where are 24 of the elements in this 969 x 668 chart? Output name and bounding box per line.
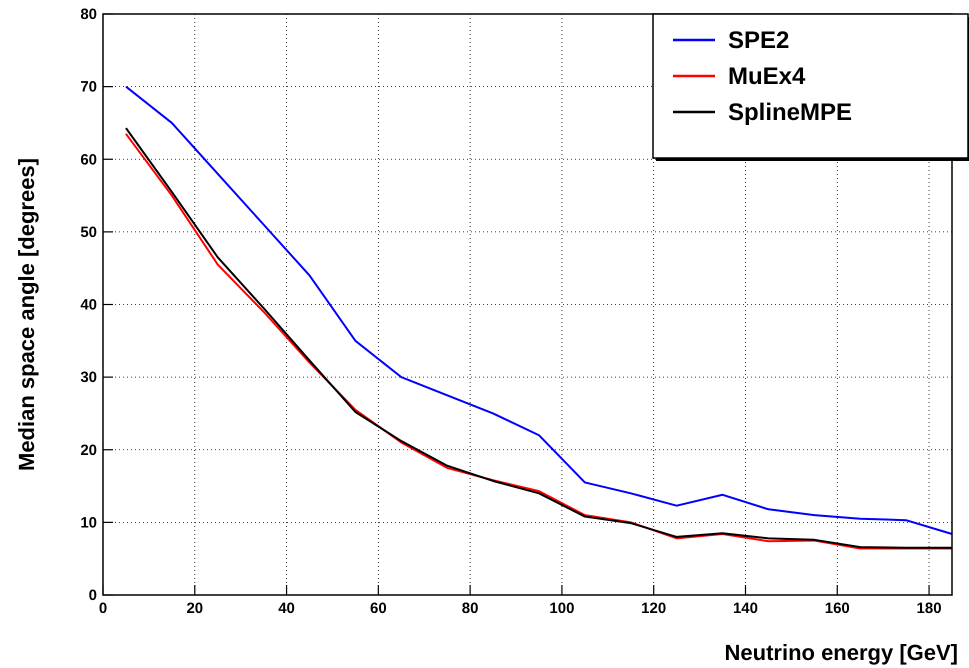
x-tick-label: 80 (462, 600, 478, 617)
x-tick-label: 140 (732, 600, 758, 617)
x-tick-label: 120 (641, 600, 666, 617)
y-tick-label: 10 (80, 514, 97, 532)
y-tick-label: 70 (80, 78, 97, 96)
x-tick-label: 160 (824, 600, 850, 617)
y-tick-label: 0 (88, 587, 97, 604)
legend-label: SplineMPE (728, 99, 852, 126)
legend-label: SPE2 (728, 27, 790, 54)
x-tick-label: 20 (186, 600, 204, 617)
x-tick-label: 180 (916, 600, 942, 617)
y-tick-label: 40 (80, 296, 97, 314)
x-tick-label: 100 (549, 600, 574, 617)
x-axis-title: Neutrino energy [GeV] (724, 640, 958, 665)
y-tick-label: 80 (80, 6, 97, 23)
y-tick-label: 30 (80, 369, 97, 386)
x-tick-label: 0 (98, 600, 108, 617)
y-axis-title: Median space angle [degrees] (14, 158, 39, 471)
y-tick-label: 20 (80, 442, 97, 459)
y-tick-label: 50 (80, 224, 97, 241)
legend-label: MuEx4 (728, 63, 806, 90)
x-tick-label: 40 (278, 600, 295, 617)
x-tick-label: 60 (370, 600, 387, 617)
y-tick-label: 60 (80, 151, 97, 168)
